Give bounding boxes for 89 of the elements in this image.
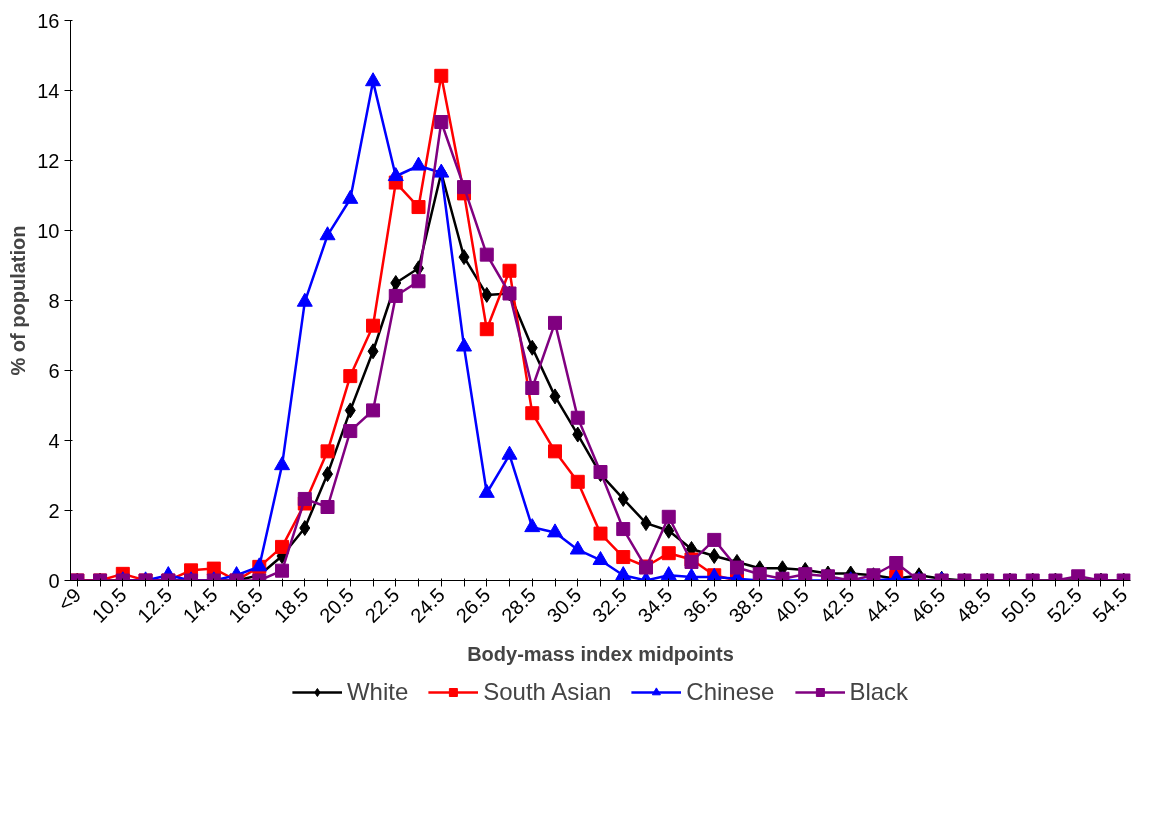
x-tick-label: 54.5	[1088, 583, 1132, 627]
x-tick-label: 36.5	[678, 583, 723, 627]
point	[707, 532, 722, 547]
y-tick-label: 14	[37, 79, 60, 102]
point	[548, 315, 563, 330]
point	[434, 115, 449, 129]
point	[524, 518, 541, 533]
point	[456, 337, 473, 352]
point	[616, 522, 631, 537]
point	[458, 249, 470, 266]
point	[322, 466, 334, 483]
point	[570, 474, 585, 489]
point	[593, 465, 608, 479]
point	[299, 520, 311, 536]
y-tick-label: 8	[48, 289, 60, 312]
legend-label: White	[346, 678, 409, 706]
point	[343, 369, 358, 384]
point	[366, 318, 381, 333]
point	[481, 286, 493, 303]
y-tick-label: 12	[37, 149, 60, 172]
x-tick-label: 42.5	[815, 583, 859, 627]
point	[434, 68, 449, 83]
point	[661, 509, 676, 524]
y-tick-label: 4	[48, 429, 60, 452]
point	[660, 566, 677, 581]
x-tick-label: 34.5	[633, 583, 677, 627]
point	[663, 522, 675, 539]
point	[616, 550, 631, 565]
point	[344, 402, 356, 419]
x-tick-label: 52.5	[1042, 583, 1086, 627]
point	[549, 388, 561, 405]
point	[388, 288, 403, 303]
point	[593, 526, 608, 541]
y-tick-label: 2	[48, 499, 60, 522]
point	[365, 72, 382, 87]
x-tick-label: 46.5	[906, 583, 950, 627]
point	[569, 540, 586, 555]
point	[320, 444, 335, 459]
point	[479, 247, 494, 262]
x-tick-label: 30.5	[542, 583, 586, 627]
point	[319, 226, 336, 241]
x-tick-label: 44.5	[860, 583, 904, 627]
x-axis-title: Body-mass index midpoints	[467, 642, 734, 665]
point	[572, 426, 584, 443]
point	[274, 456, 291, 471]
x-tick-label: 38.5	[724, 583, 768, 627]
point	[343, 424, 358, 439]
y-tick-label: 16	[37, 9, 60, 32]
y-tick-label: 6	[48, 359, 60, 382]
legend-label: South Asian	[483, 678, 612, 706]
point	[320, 500, 335, 514]
point	[297, 491, 312, 506]
point	[889, 556, 904, 570]
x-tick-label: 48.5	[951, 583, 995, 627]
point	[592, 551, 609, 566]
point	[411, 274, 426, 289]
y-tick-label: 0	[48, 569, 60, 592]
x-tick-label: 50.5	[997, 583, 1041, 627]
point	[729, 560, 744, 575]
point	[502, 263, 517, 278]
point	[501, 445, 518, 460]
point	[411, 200, 426, 215]
x-tick-label: 32.5	[587, 583, 632, 627]
y-tick-label: 10	[37, 219, 60, 242]
point	[390, 275, 402, 291]
point	[367, 343, 379, 360]
x-tick-label: 40.5	[769, 583, 814, 627]
point	[525, 381, 540, 395]
point	[798, 567, 813, 581]
point	[526, 339, 538, 356]
point	[617, 490, 629, 507]
point	[387, 167, 404, 182]
point	[547, 523, 564, 538]
legend-label: Black	[849, 678, 909, 706]
legend-label: Chinese	[686, 678, 775, 706]
point	[457, 180, 472, 195]
point	[479, 322, 494, 337]
point	[525, 406, 540, 421]
point	[615, 566, 632, 581]
point	[570, 410, 585, 425]
y-axis-title: % of population	[7, 225, 30, 376]
point	[661, 546, 676, 561]
point	[640, 515, 652, 532]
point	[275, 563, 290, 578]
point	[366, 403, 381, 418]
point	[275, 539, 290, 554]
point	[752, 567, 767, 581]
point	[708, 548, 720, 564]
point	[548, 444, 563, 459]
